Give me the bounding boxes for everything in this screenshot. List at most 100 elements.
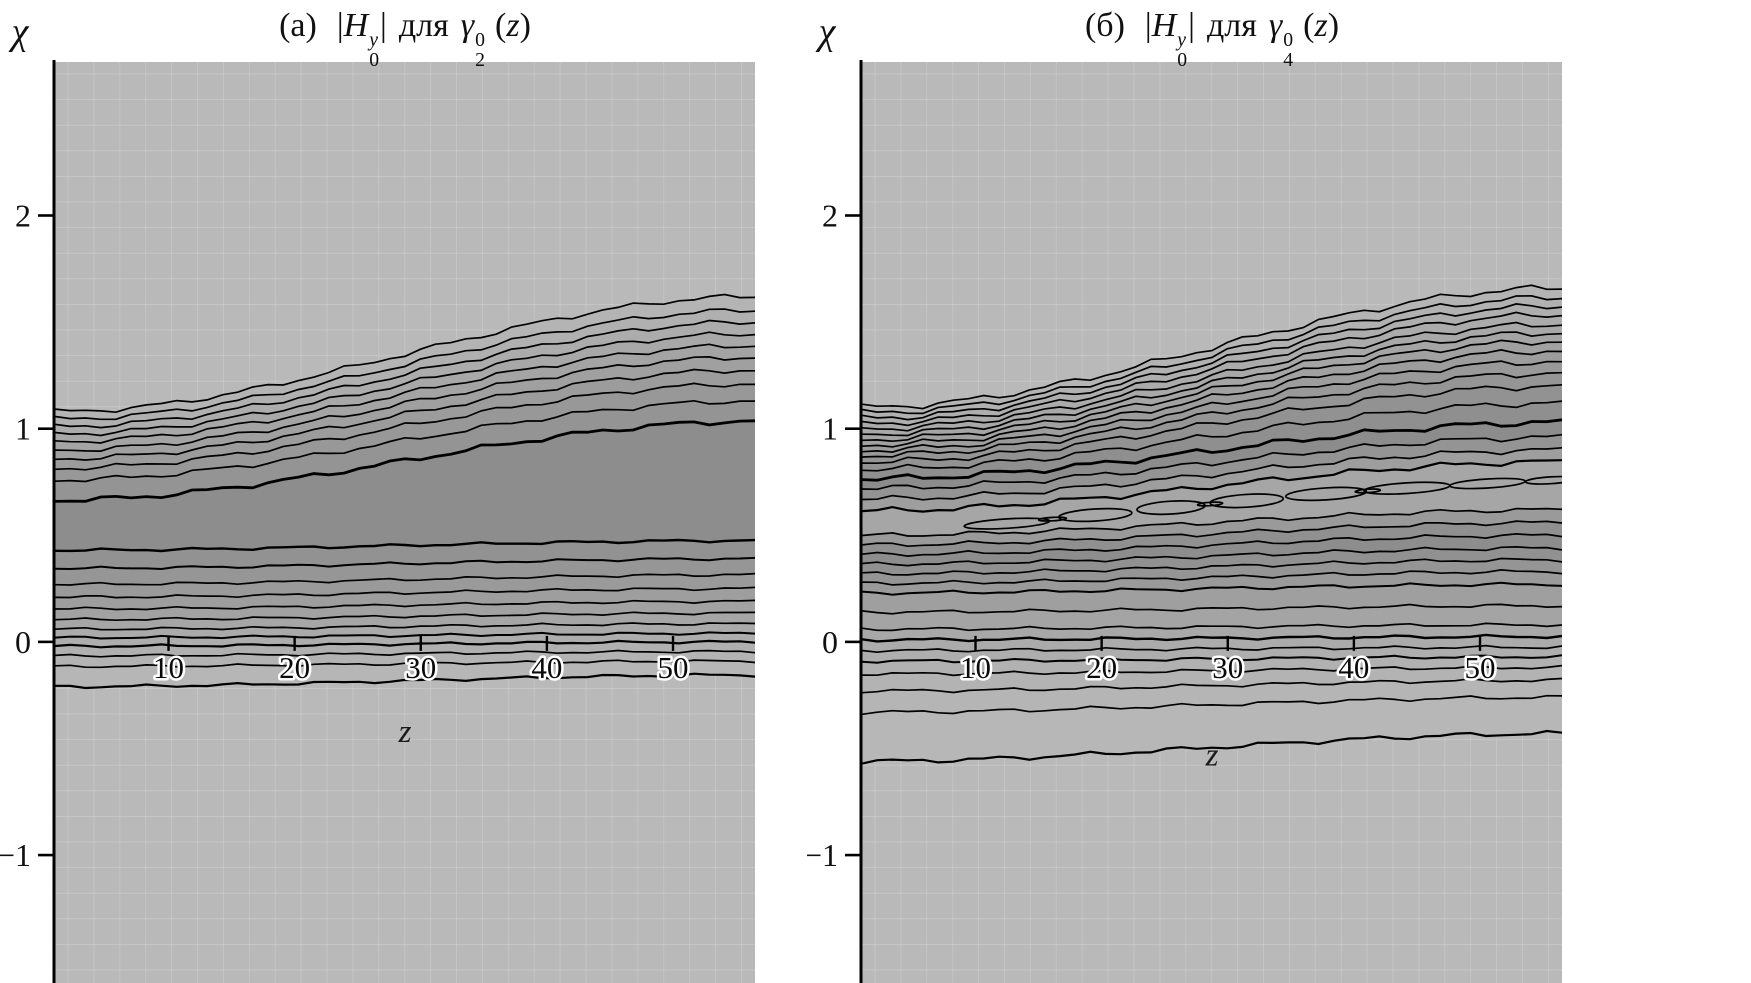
x-tick-label: 10: [153, 650, 184, 685]
closed-contour: [1524, 475, 1562, 485]
abs-bar-close: |: [380, 7, 387, 44]
for-word: для: [398, 7, 449, 44]
contour-line: [862, 664, 1562, 677]
h-symbol: H: [343, 7, 369, 44]
h-superscript: y: [369, 29, 378, 52]
contour-line: [862, 433, 1562, 491]
contour-line: [862, 533, 1562, 557]
y-tick-label: 0: [822, 624, 838, 660]
contour-line: [55, 319, 755, 429]
y-tick-label: 1: [15, 411, 31, 447]
contour-line: [862, 303, 1562, 421]
contour-line: [862, 360, 1562, 453]
h-symbol: H: [1151, 7, 1177, 44]
y-tick-label: 1: [822, 411, 838, 447]
contour-line: [862, 311, 1562, 427]
contour-line: [862, 321, 1562, 432]
closed-contour: [1037, 516, 1068, 522]
gamma-superscript: 0: [1283, 29, 1294, 52]
contour-line: [55, 649, 755, 658]
z-symbol: z: [506, 7, 520, 44]
contour-line: [55, 419, 755, 503]
contour-line: [55, 368, 755, 461]
gamma-superscript: 0: [475, 29, 486, 52]
contour-line: [862, 284, 1562, 410]
panel-index-label: (а): [279, 7, 317, 44]
contour-line: [862, 400, 1562, 472]
gamma-subscript: 2: [475, 49, 486, 72]
paren-close: ): [1327, 7, 1340, 44]
x-tick-label: 30: [1212, 650, 1243, 685]
contour-line: [55, 556, 755, 571]
contour-line: [862, 644, 1562, 654]
contour-line: [55, 611, 755, 622]
contour-line: [862, 633, 1562, 643]
contour-line: [55, 659, 755, 669]
x-tick-label: 20: [279, 650, 310, 685]
panel-b-title: (б) |H y 0 | для γ 0 4 (z): [862, 6, 1562, 70]
x-tick-label: 40: [531, 650, 562, 685]
y-tick-label: 0: [15, 624, 31, 660]
x-tick-label: 30: [405, 650, 436, 685]
paren-open: (: [495, 7, 507, 44]
for-word: для: [1206, 7, 1257, 44]
x-axis-label: z: [398, 714, 412, 750]
contour-line: [862, 507, 1562, 537]
contour-line: [862, 418, 1562, 482]
paren-close: ): [519, 7, 531, 44]
contour-line: [862, 349, 1562, 448]
abs-bar-open: |: [336, 7, 344, 44]
y-axis-label: χ: [815, 11, 837, 53]
contour-line: [862, 694, 1562, 716]
contour-line: [862, 520, 1562, 548]
y-tick-label: −1: [807, 837, 838, 873]
contour-line: [862, 557, 1562, 576]
closed-contour: [1354, 488, 1382, 494]
contour-line: [862, 603, 1562, 615]
contour-line: [55, 538, 755, 553]
contour-line: [55, 572, 755, 586]
z-symbol: z: [1314, 7, 1328, 44]
h-superscript: y: [1177, 29, 1187, 52]
contour-line: [862, 654, 1562, 664]
x-tick-label: 20: [1086, 650, 1117, 685]
contour-line: [862, 446, 1562, 501]
contour-line: [55, 639, 755, 649]
abs-bar-close: |: [1188, 7, 1195, 44]
contour-line: [862, 677, 1562, 694]
contour-line: [862, 581, 1562, 596]
contour-line: [55, 631, 755, 640]
contour-lines: [55, 293, 755, 690]
contour-line: [55, 672, 755, 690]
x-tick-label: 50: [658, 650, 689, 685]
contour-line: [55, 331, 755, 437]
gamma-symbol: γ: [460, 7, 475, 44]
x-tick-label: 50: [1465, 650, 1496, 685]
contour-line: [862, 383, 1562, 465]
closed-contours: [963, 475, 1562, 530]
panel-a: 2 1 0 −1 10 20 30 40 50 z χ (а) |H y 0 | для γ 0 2 (z): [0, 0, 790, 983]
contour-line: [55, 599, 755, 611]
closed-contour: [1196, 501, 1224, 507]
contour-line: [862, 459, 1562, 513]
contour-line: [862, 339, 1562, 443]
gamma-subscript: 4: [1283, 49, 1294, 72]
contour-line: [862, 371, 1562, 458]
contour-line: [55, 356, 755, 452]
contour-line: [55, 586, 755, 599]
y-tick-label: −1: [0, 837, 31, 873]
contour-line: [862, 295, 1562, 415]
contour-line: [862, 331, 1562, 437]
contour-line: [55, 399, 755, 483]
contour-line: [862, 622, 1562, 632]
x-axis-label: z: [1205, 738, 1219, 774]
h-subscript: 0: [369, 49, 380, 72]
contour-line: [862, 546, 1562, 567]
panel-a-title: (а) |H y 0 | для γ 0 2 (z): [55, 6, 755, 70]
